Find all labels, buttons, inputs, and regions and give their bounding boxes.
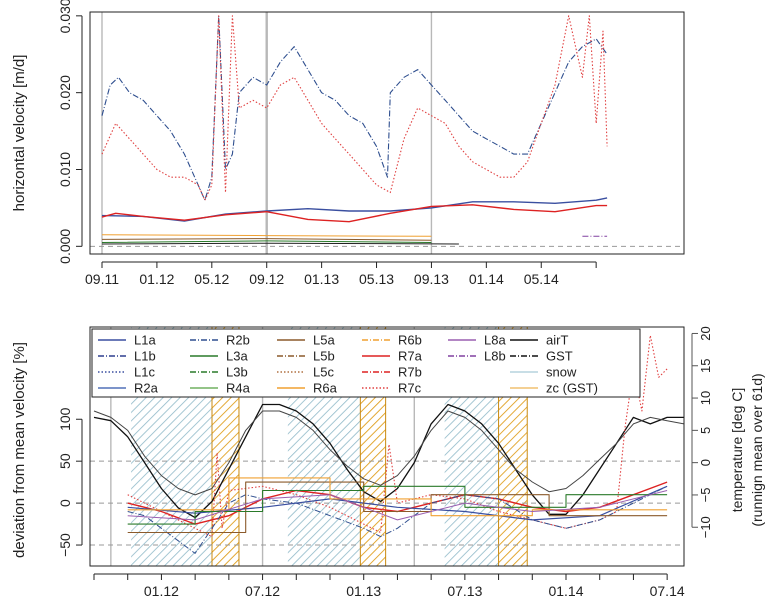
top-series-l3a: [101, 240, 432, 243]
bottom-plot-frame: [89, 326, 685, 567]
legend-label-r6a: R6a: [313, 381, 338, 396]
bottom-y-tick-label: −50: [57, 533, 73, 557]
bottom-series-r6a: [127, 477, 668, 517]
bottom-series-l3a: [127, 485, 668, 525]
bottom-y-axis-label: deviation from mean velocity [%]: [11, 342, 28, 558]
legend-label-r6b: R6b: [398, 333, 422, 348]
bottom-y2-tick-label: 10: [698, 391, 713, 405]
legend-label-gst: GST: [546, 349, 573, 364]
legend-label-snow: snow: [546, 365, 577, 380]
legend-label-l8a: L8a: [484, 333, 506, 348]
top-series-r2b: [101, 15, 608, 201]
top-x-tick-label: 09.11: [85, 271, 119, 287]
legend-label-r2a: R2a: [134, 381, 159, 396]
top-y-tick-label: 0.010: [57, 152, 73, 187]
bottom-y2-tick-label: 20: [698, 326, 713, 340]
top-x-tick-label: 09.12: [249, 271, 284, 287]
legend-label-l3a: L3a: [226, 349, 248, 364]
top-y-axis-label: horizontal velocity [m/d]: [11, 55, 28, 212]
bottom-y-tick-label: 0: [57, 499, 73, 507]
top-series-r7c: [101, 15, 608, 201]
bottom-x-tick-label: 07.12: [245, 583, 280, 599]
bottom-series-airt: [93, 403, 684, 519]
legend-label-l5a: L5a: [313, 333, 335, 348]
top-plot-frame: [89, 11, 685, 255]
legend-label-r2b: R2b: [226, 333, 250, 348]
legend-label-l8b: L8b: [484, 349, 506, 364]
bottom-x-tick-label: 07.13: [447, 583, 482, 599]
top-series-r7a: [101, 204, 608, 223]
bottom-y2-tick-label: 0: [698, 459, 713, 466]
legend-label-zc-gst: zc (GST): [546, 381, 598, 396]
legend-label-r4a: R4a: [226, 381, 251, 396]
top-series-l1a: [101, 197, 608, 222]
legend-label-r7c: R7c: [398, 381, 422, 396]
legend-label-l5b: L5b: [313, 349, 335, 364]
top-x-tick-label: 05.12: [194, 271, 229, 287]
top-x-tick-label: 01.13: [304, 271, 339, 287]
bottom-y2-tick-label: −5: [698, 488, 713, 503]
bottom-series-r2b: [127, 485, 668, 554]
legend-label-airt: airT: [546, 333, 568, 348]
top-x-tick-label: 05.13: [359, 271, 394, 287]
bottom-x-tick-label: 07.14: [650, 583, 685, 599]
top-x-tick-label: 09.13: [414, 271, 449, 287]
top-y-tick-label: 0.020: [57, 75, 73, 110]
legend-label-r7a: R7a: [398, 349, 423, 364]
top-x-tick-label: 01.12: [139, 271, 174, 287]
bottom-y2-tick-label: 5: [698, 427, 713, 434]
legend-label-l3b: L3b: [226, 365, 248, 380]
legend-label-r7b: R7b: [398, 365, 422, 380]
bottom-x-tick-label: 01.12: [144, 583, 179, 599]
top-series-r6a: [101, 234, 432, 237]
top-y-tick-label: 0.030: [57, 0, 73, 33]
top-x-tick-label: 05.14: [524, 271, 559, 287]
legend-label-l1a: L1a: [134, 333, 156, 348]
bottom-series-l5a: [127, 481, 668, 534]
bottom-y2-tick-label: 15: [698, 359, 713, 373]
bottom-y2-axis-label: temperature [deg C]: [729, 388, 745, 513]
legend-label-l1b: L1b: [134, 349, 156, 364]
top-series-airt: [101, 242, 459, 245]
top-y-tick-label: 0.000: [57, 229, 73, 264]
legend: L1aL1bL1cR2aR2bL3aL3bR4aL5aL5bL5cR6aR6bR…: [91, 328, 641, 398]
top-velocity-panel: 0.000 0.010 0.020 0.030 09.11 01.12 05.12 09.12…: [11, 0, 685, 287]
bottom-x-tick-label: 01.13: [346, 583, 381, 599]
bottom-x-tick-label: 01.14: [548, 583, 583, 599]
bottom-y-tick-label: 50: [57, 453, 73, 469]
top-series-l5a: [101, 238, 432, 241]
legend-label-l5c: L5c: [313, 365, 334, 380]
bottom-y2-axis-sublabel: (runnign mean over 61d): [749, 373, 765, 526]
bottom-series-gst: [93, 410, 684, 496]
bottom-y2-tick-label: −10: [698, 516, 713, 538]
bottom-y-tick-label: 100: [57, 407, 73, 431]
top-x-tick-label: 01.14: [469, 271, 504, 287]
bottom-series-l8a: [127, 490, 668, 521]
legend-label-l1c: L1c: [134, 365, 155, 380]
